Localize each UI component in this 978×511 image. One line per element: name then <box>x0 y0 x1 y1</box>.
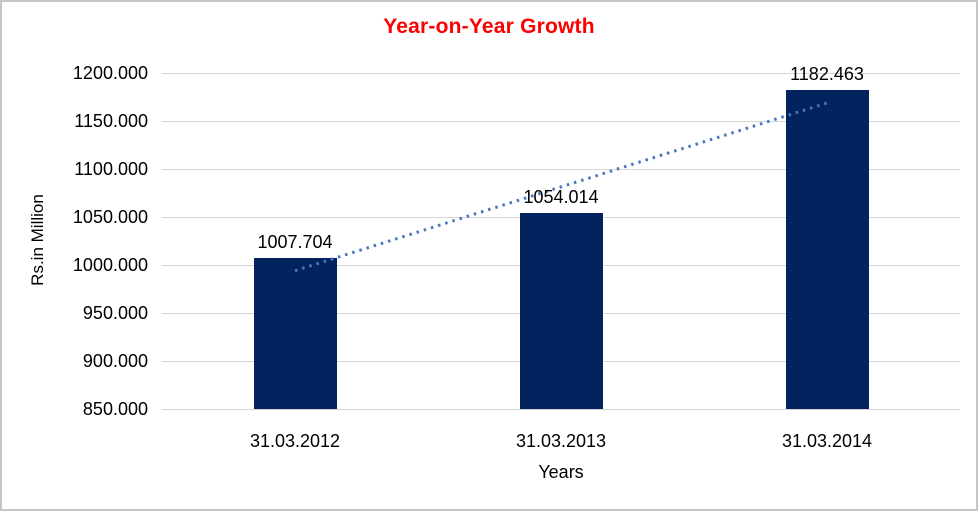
gridline <box>162 72 960 74</box>
x-axis-title: Years <box>538 462 584 482</box>
y-tick-label: 1150.000 <box>74 111 148 131</box>
y-tick-label: 1200.000 <box>72 63 148 83</box>
bar <box>785 89 869 409</box>
bar <box>253 257 337 409</box>
y-tick-label: 1050.000 <box>72 207 148 227</box>
bar-value-label: 1182.463 <box>790 63 864 84</box>
bar <box>519 213 603 409</box>
bar-value-label: 1054.014 <box>523 187 599 208</box>
y-tick-label: 1100.000 <box>74 159 148 179</box>
y-tick-label: 1000.000 <box>72 255 148 275</box>
x-tick-label: 31.03.2014 <box>781 431 873 451</box>
y-tick-label: 850.000 <box>82 399 148 419</box>
bar-value-label: 1007.704 <box>257 231 333 252</box>
plot-area <box>162 72 960 410</box>
y-tick-label: 900.000 <box>82 351 148 371</box>
y-tick-label: 950.000 <box>82 303 148 323</box>
y-axis-title: Rs.in Million <box>28 194 47 286</box>
x-tick-label: 31.03.2013 <box>515 431 607 451</box>
x-tick-label: 31.03.2012 <box>249 431 341 451</box>
chart-title: Year-on-Year Growth <box>383 15 595 38</box>
gridline <box>162 408 960 410</box>
